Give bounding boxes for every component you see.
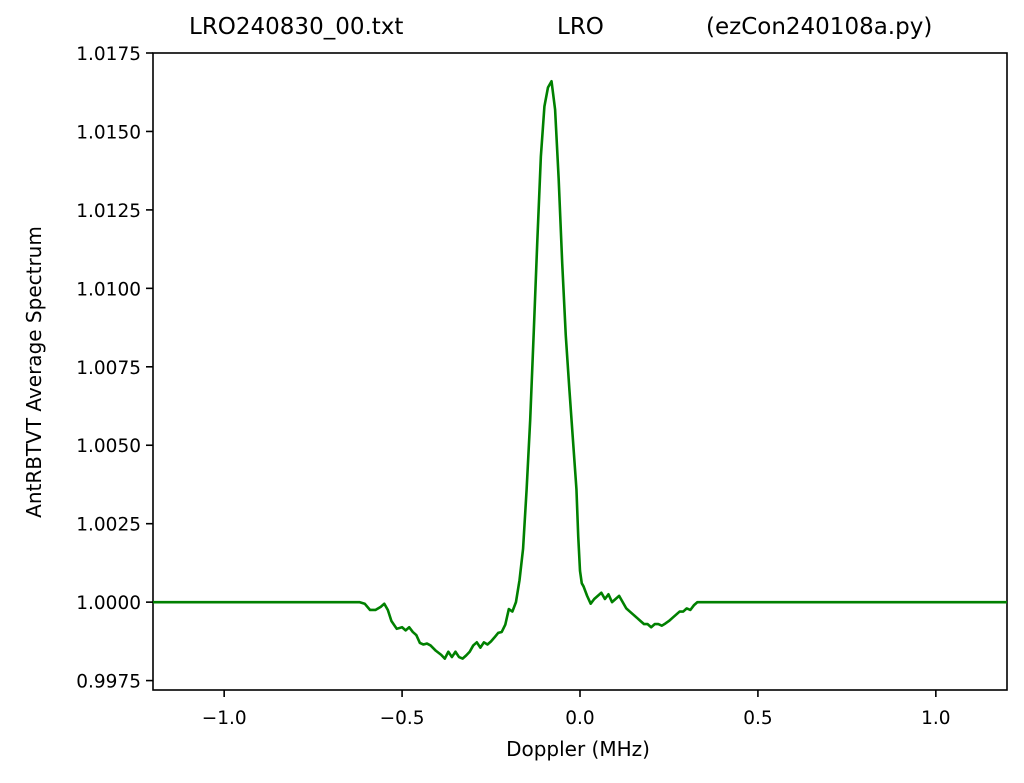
y-tick-label: 1.0100 [76, 279, 141, 300]
x-tick-label: 0.5 [743, 708, 772, 729]
title-filename: LRO240830_00.txt [189, 14, 404, 40]
series-line [153, 79, 1007, 660]
x-tick-label: 1.0 [921, 708, 950, 729]
y-tick-label: 1.0025 [76, 515, 141, 536]
y-tick-label: 1.0125 [76, 201, 141, 222]
x-axis: −1.0 −0.5 0.0 0.5 1.0 [202, 690, 951, 729]
y-tick-label: 1.0150 [76, 122, 141, 143]
plot-area [152, 52, 1008, 691]
y-tick-label: 1.0175 [76, 44, 141, 65]
x-axis-label: Doppler (MHz) [506, 737, 650, 761]
y-axis-label: AntRBTVT Average Spectrum [22, 226, 46, 518]
y-tick-label: 1.0050 [76, 436, 141, 457]
x-tick-label: 0.0 [565, 708, 594, 729]
y-tick-label: 0.9975 [76, 672, 141, 693]
y-axis: 0.9975 1.0000 1.0025 1.0050 1.0075 1.0100 1.01… [76, 44, 153, 693]
title-script: (ezCon240108a.py) [706, 14, 933, 40]
title-station: LRO [557, 14, 604, 40]
y-tick-label: 1.0075 [76, 358, 141, 379]
y-tick-label: 1.0000 [76, 593, 141, 614]
x-tick-label: −0.5 [380, 708, 425, 729]
x-tick-label: −1.0 [202, 708, 247, 729]
